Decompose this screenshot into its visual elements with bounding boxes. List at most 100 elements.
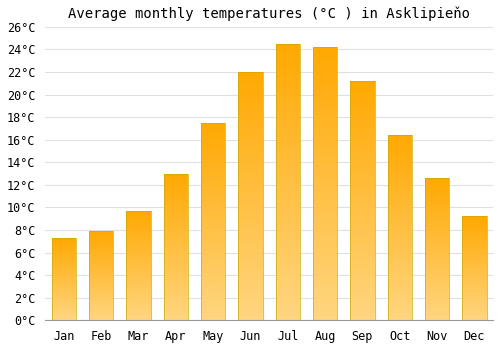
Bar [201,212,226,214]
Bar [89,299,114,300]
Bar [89,238,114,239]
Bar [52,289,76,290]
Bar [462,266,486,267]
Bar [313,286,337,289]
Bar [276,47,300,51]
Bar [238,314,262,317]
Bar [89,303,114,305]
Bar [276,189,300,192]
Bar [52,306,76,307]
Bar [89,288,114,289]
Bar [276,161,300,165]
Bar [238,205,262,209]
Bar [89,286,114,287]
Bar [350,123,374,126]
Bar [89,284,114,285]
Bar [388,232,412,235]
Bar [164,197,188,199]
Bar [350,114,374,117]
Bar [52,273,76,274]
Bar [462,314,486,315]
Bar [276,164,300,168]
Bar [350,108,374,111]
Bar [89,277,114,278]
Bar [313,105,337,108]
Bar [350,120,374,123]
Bar [276,158,300,161]
Bar [350,87,374,90]
Bar [126,223,150,224]
Bar [313,276,337,279]
Bar [276,279,300,282]
Bar [276,89,300,92]
Bar [425,230,449,231]
Bar [313,47,337,50]
Bar [388,297,412,300]
Bar [126,248,150,249]
Bar [238,149,262,153]
Bar [462,290,486,292]
Bar [164,175,188,177]
Bar [89,254,114,256]
Bar [238,239,262,243]
Bar [126,275,150,276]
Bar [89,312,114,313]
Bar [276,317,300,320]
Bar [276,223,300,227]
Bar [388,193,412,195]
Bar [350,231,374,233]
Bar [201,217,226,219]
Bar [201,236,226,239]
Bar [126,220,150,222]
Bar [201,248,226,251]
Bar [425,308,449,310]
Bar [201,170,226,172]
Bar [52,265,76,266]
Bar [201,288,226,291]
Bar [313,132,337,136]
Bar [164,234,188,236]
Bar [126,259,150,260]
Bar [350,212,374,216]
Bar [89,310,114,312]
Bar [276,68,300,71]
Bar [425,238,449,240]
Bar [201,214,226,217]
Bar [126,292,150,293]
Bar [388,200,412,202]
Bar [89,261,114,262]
Bar [313,314,337,317]
Bar [89,314,114,315]
Bar [238,302,262,305]
Bar [238,162,262,165]
Bar [425,214,449,215]
Bar [164,236,188,238]
Bar [313,119,337,122]
Bar [52,259,76,260]
Bar [276,61,300,64]
Bar [89,313,114,314]
Bar [425,301,449,302]
Bar [126,257,150,259]
Bar [313,146,337,149]
Bar [388,198,412,200]
Bar [164,216,188,218]
Bar [89,259,114,260]
Bar [388,174,412,177]
Bar [350,186,374,189]
Bar [52,245,76,246]
Bar [388,188,412,191]
Bar [89,306,114,307]
Bar [388,316,412,318]
Bar [425,290,449,292]
Bar [425,237,449,239]
Bar [350,159,374,162]
Bar [52,247,76,248]
Bar [462,268,486,270]
Bar [313,231,337,235]
Bar [425,203,449,205]
Bar [164,295,188,296]
Bar [276,123,300,127]
Bar [126,254,150,256]
Bar [126,314,150,315]
